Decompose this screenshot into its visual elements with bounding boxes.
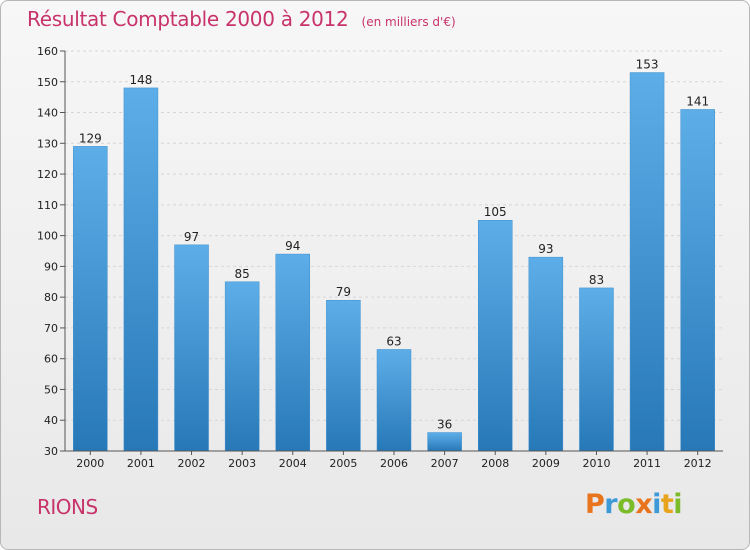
x-tick-label: 2000 [76, 457, 104, 470]
proxiti-logo[interactable]: Proxiti [585, 489, 683, 520]
y-tick-label: 90 [44, 260, 58, 273]
bar[interactable] [376, 349, 412, 452]
x-tick-label: 2009 [532, 457, 560, 470]
bar[interactable] [123, 87, 159, 452]
y-tick-label: 140 [37, 107, 58, 120]
y-tick-label: 50 [44, 383, 58, 396]
x-tick-label: 2010 [582, 457, 610, 470]
data-label: 129 [79, 131, 102, 145]
data-label: 83 [589, 273, 604, 287]
y-tick-label: 100 [37, 230, 58, 243]
y-tick-label: 120 [37, 168, 58, 181]
data-label: 105 [484, 205, 507, 219]
bar[interactable] [224, 281, 260, 452]
place-name: RIONS [37, 495, 98, 519]
y-tick-label: 160 [37, 45, 58, 58]
data-label: 63 [386, 334, 401, 348]
data-label: 94 [285, 239, 300, 253]
bar[interactable] [326, 299, 361, 452]
bar[interactable] [477, 219, 513, 452]
y-tick-label: 110 [37, 199, 58, 212]
bar[interactable] [579, 287, 614, 452]
data-label: 79 [336, 285, 351, 299]
x-tick-label: 2012 [684, 457, 712, 470]
x-tick-label: 2008 [481, 457, 509, 470]
bars [73, 72, 715, 452]
bar[interactable] [174, 244, 209, 452]
y-tick-label: 80 [44, 291, 58, 304]
y-tick-label: 70 [44, 322, 58, 335]
y-tick-label: 150 [37, 76, 58, 89]
y-tick-label: 130 [37, 137, 58, 150]
title-block: Résultat Comptable 2000 à 2012 (en milli… [27, 7, 456, 31]
y-tick-label: 30 [44, 445, 58, 458]
x-tick-label: 2004 [279, 457, 307, 470]
bar[interactable] [528, 256, 564, 452]
data-label: 85 [235, 267, 250, 281]
x-tick-label: 2003 [228, 457, 256, 470]
data-labels: 129 148 97 85 94 79 63 36 105 93 83 153 141 [79, 58, 709, 432]
x-tick-label: 2001 [127, 457, 155, 470]
data-label: 148 [129, 73, 152, 87]
x-tick-label: 2007 [431, 457, 459, 470]
x-tick-label: 2005 [329, 457, 357, 470]
data-label: 97 [184, 230, 199, 244]
bar[interactable] [275, 253, 311, 452]
axes: 30 40 50 60 70 80 90 100 110 120 130 140 150 160 2000 2… [37, 45, 723, 470]
y-tick-label: 40 [44, 414, 58, 427]
x-tick-label: 2002 [178, 457, 206, 470]
data-label: 93 [538, 242, 553, 256]
x-tick-label: 2011 [633, 457, 661, 470]
x-tick-label: 2006 [380, 457, 408, 470]
data-label: 153 [636, 58, 659, 72]
chart-subtitle: (en milliers d'€) [361, 15, 456, 29]
bar[interactable] [427, 432, 462, 452]
bar[interactable] [73, 146, 108, 452]
data-label: 36 [437, 418, 452, 432]
data-label: 141 [686, 94, 709, 108]
y-tick-label: 60 [44, 353, 58, 366]
bar[interactable] [680, 109, 715, 452]
bar[interactable] [629, 72, 665, 452]
chart-title: Résultat Comptable 2000 à 2012 [27, 7, 349, 31]
